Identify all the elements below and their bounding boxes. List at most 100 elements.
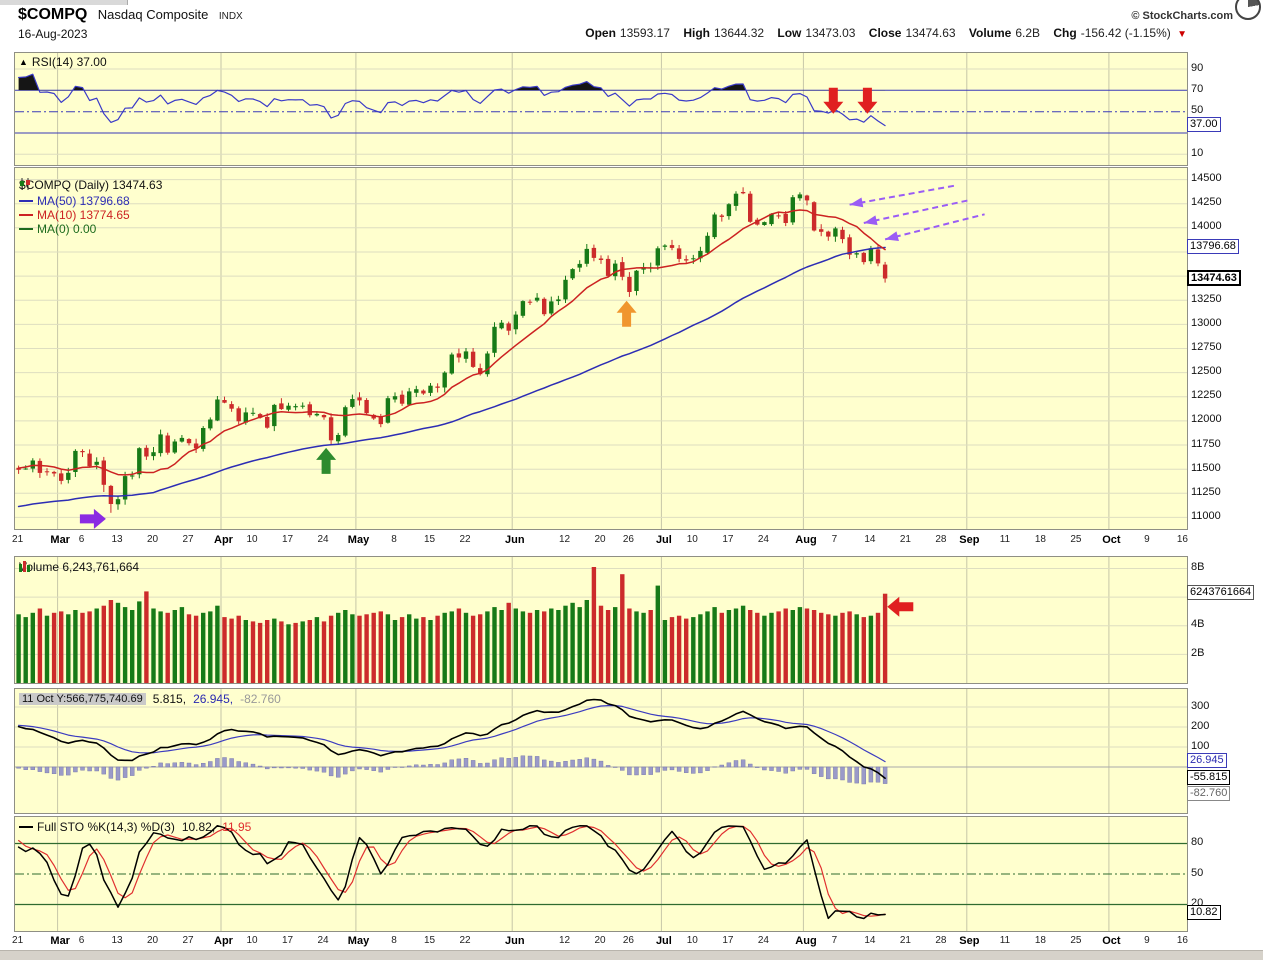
x-tick-Jul: Jul — [655, 935, 672, 947]
ma50-legend-text: MA(50) 13796.68 — [37, 194, 130, 208]
up-arrow-annotation — [316, 447, 337, 474]
x-tick-Sep: Sep — [959, 534, 980, 546]
x-tick-9: 9 — [1144, 935, 1150, 946]
chg-label: Chg — [1053, 26, 1077, 40]
x-tick-28: 28 — [935, 534, 947, 545]
x-tick-15: 15 — [423, 534, 436, 545]
y-tick-4B: 4B — [1191, 618, 1205, 631]
down-arrow-annotation — [823, 87, 844, 114]
y-tick-70: 70 — [1191, 82, 1204, 95]
stoch-k-value: 10.82, — [181, 820, 216, 834]
x-tick-14: 14 — [864, 534, 876, 545]
x-tick-May: May — [347, 534, 370, 546]
x-tick-11: 11 — [999, 935, 1011, 946]
x-tick-6: 6 — [78, 935, 85, 946]
date-axis-lower: 21 Mar 6 13 20 27 Apr 10 17 24 May 8 15 22 Jun 12 20 26 Ju… — [12, 933, 1188, 951]
x-tick-10: 10 — [246, 935, 258, 946]
x-tick-16: 16 — [1176, 534, 1188, 545]
ma0-swatch — [19, 228, 33, 230]
x-tick-28: 28 — [935, 935, 947, 946]
y-tick-13250: 13250 — [1191, 292, 1222, 305]
y-tick-2B: 2B — [1191, 646, 1205, 659]
y-tick-90: 90 — [1191, 61, 1204, 74]
y-tick-12500: 12500 — [1191, 365, 1222, 378]
stochastic-chart — [15, 817, 1187, 931]
x-tick-Mar: Mar — [50, 935, 70, 947]
open-value: 13593.17 — [619, 26, 670, 40]
y-tick-300: 300 — [1191, 699, 1210, 712]
x-tick-10: 10 — [686, 534, 698, 545]
x-tick-7: 7 — [831, 935, 838, 946]
y-tick-200: 200 — [1191, 719, 1210, 732]
x-tick-8: 8 — [391, 935, 397, 946]
x-tick-Jul: Jul — [655, 534, 672, 546]
clock-widget-icon[interactable] — [1235, 0, 1261, 20]
y-tick-12250: 12250 — [1191, 389, 1222, 402]
x-tick-21: 21 — [12, 935, 24, 946]
ma10-swatch — [19, 214, 33, 216]
high-label: High — [683, 26, 710, 40]
crosshair-readout-chip: 11 Oct Y:566,775,740.69 — [19, 693, 146, 705]
x-tick-18: 18 — [1034, 935, 1046, 946]
macd-legend: 11 Oct Y:566,775,740.69 5.815, 26.945, -… — [19, 692, 281, 706]
y-tick-13000: 13000 — [1191, 316, 1222, 329]
x-tick-21: 21 — [899, 534, 911, 545]
stoch-d-value: 11.95 — [222, 820, 252, 834]
y-tick-11750: 11750 — [1191, 437, 1221, 450]
rsi-chart — [15, 53, 1187, 165]
axis-value-box: -55.815 — [1187, 769, 1231, 785]
macd-value-2: 26.945, — [193, 692, 234, 706]
candlestick-icon — [20, 178, 30, 190]
x-tick-21: 21 — [12, 534, 24, 545]
rsi-legend-text: RSI(14) 37.00 — [31, 55, 107, 69]
y-tick-12000: 12000 — [1191, 413, 1222, 426]
ma10-legend-text: MA(10) 13774.65 — [37, 208, 130, 222]
x-tick-27: 27 — [182, 935, 194, 946]
x-tick-6: 6 — [78, 534, 85, 545]
x-tick-17: 17 — [281, 534, 294, 545]
price-legend-main: $COMPQ (Daily) 13474.63 — [19, 178, 162, 192]
x-tick-21: 21 — [899, 935, 911, 946]
y-tick-50: 50 — [1191, 866, 1204, 879]
rsi-legend: ▲ RSI(14) 37.00 — [19, 55, 107, 69]
x-tick-Oct: Oct — [1102, 534, 1121, 546]
down-arrow-annotation — [857, 87, 878, 114]
quote-bar: Open 13593.17 High 13644.32 Low 13473.03 Cl… — [585, 26, 1187, 40]
axis-value-box: 26.945 — [1187, 753, 1227, 769]
y-tick-14000: 14000 — [1191, 220, 1222, 233]
x-tick-Apr: Apr — [214, 935, 233, 947]
x-tick-Oct: Oct — [1102, 935, 1121, 947]
ma50-legend: MA(50) 13796.68 — [19, 194, 130, 208]
x-tick-14: 14 — [864, 935, 876, 946]
x-tick-Aug: Aug — [795, 935, 817, 947]
copyright: © StockCharts.com — [1131, 10, 1233, 22]
volume-value: 6.2B — [1015, 26, 1041, 40]
axis-value-box: 13474.63 — [1187, 270, 1241, 287]
y-tick-14250: 14250 — [1191, 196, 1222, 209]
y-tick-100: 100 — [1191, 739, 1210, 752]
low-label: Low — [777, 26, 802, 40]
stochastic-panel: Full STO %K(14,3) %D(3) 10.82, 11.95 — [14, 816, 1188, 932]
macd-value-1: 5.815, — [152, 692, 187, 706]
ma50-swatch — [19, 200, 33, 202]
x-tick-26: 26 — [622, 534, 634, 545]
x-tick-12: 12 — [558, 534, 571, 545]
x-tick-25: 25 — [1070, 534, 1082, 545]
up-arrow-annotation — [616, 300, 637, 327]
area-chart-icon: ▲ — [19, 57, 28, 67]
rsi-panel: ▲ RSI(14) 37.00 — [14, 52, 1188, 166]
x-tick-11: 11 — [999, 534, 1011, 545]
symbol: $COMPQ — [18, 6, 88, 23]
y-tick-10: 10 — [1191, 146, 1204, 159]
open-label: Open — [585, 26, 616, 40]
date-axis-upper: 21 Mar 6 13 20 27 Apr 10 17 24 May 8 15 22 Jun 12 20 26 Ju… — [12, 532, 1188, 550]
volume-label: Volume — [968, 26, 1012, 40]
x-tick-9: 9 — [1144, 534, 1150, 545]
volume-chart — [15, 557, 1187, 683]
y-tick-50: 50 — [1191, 104, 1204, 117]
x-tick-24: 24 — [757, 935, 769, 946]
x-tick-Sep: Sep — [959, 935, 980, 947]
axis-value-box: 6243761664 — [1187, 585, 1255, 601]
axis-value-box: -82.760 — [1187, 785, 1231, 801]
